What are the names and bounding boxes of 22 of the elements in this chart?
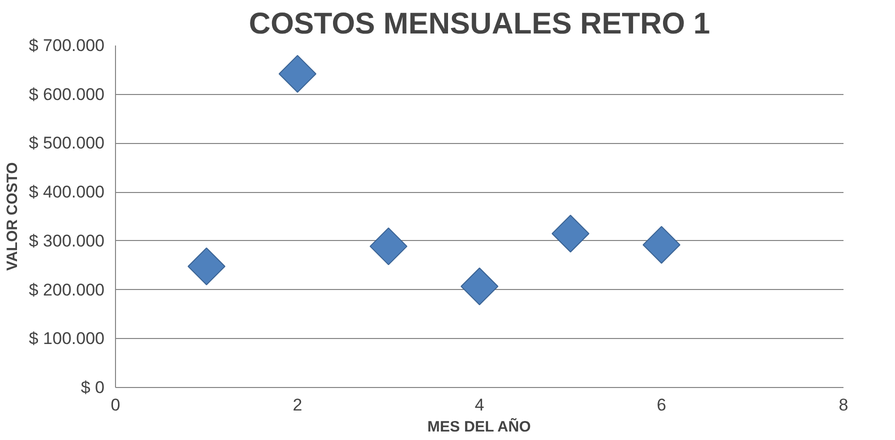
y-tick-label: $ 100.000 — [28, 329, 105, 348]
y-tick-label: $ 600.000 — [28, 84, 105, 104]
y-tick-label: $ 500.000 — [28, 134, 105, 153]
y-tick-label: $ 400.000 — [28, 182, 105, 202]
y-tick-label: $ 300.000 — [28, 231, 105, 250]
point — [460, 267, 498, 306]
y-tick-label: $ 200.000 — [28, 280, 105, 300]
point — [188, 247, 226, 286]
chart-title: COSTOS MENSUALES RETRO 1 — [248, 8, 710, 40]
point — [552, 214, 590, 252]
point — [642, 226, 680, 264]
y-tick-label: $ 700.000 — [28, 36, 105, 55]
x-tick-label: 0 — [110, 396, 120, 414]
x-tick-label: 4 — [474, 396, 484, 414]
y-axis-title: VALOR COSTO — [4, 162, 21, 271]
x-tick-label: 2 — [292, 396, 302, 414]
y-tick-label: $ 0 — [80, 378, 105, 397]
point — [370, 227, 408, 266]
x-tick-label: 8 — [838, 396, 848, 414]
point — [278, 54, 316, 93]
x-tick-label: 6 — [656, 396, 666, 414]
x-axis-title: MES DEL AÑO — [427, 418, 532, 436]
